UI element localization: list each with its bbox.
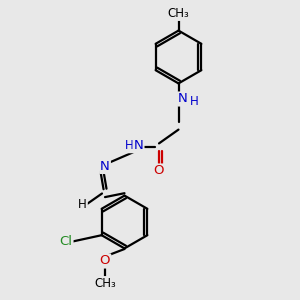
Text: Cl: Cl bbox=[59, 235, 73, 248]
Text: H: H bbox=[78, 197, 87, 211]
Text: O: O bbox=[154, 164, 164, 178]
Text: N: N bbox=[100, 160, 110, 173]
Text: CH₃: CH₃ bbox=[168, 7, 189, 20]
Text: H: H bbox=[124, 139, 134, 152]
Text: H: H bbox=[190, 95, 199, 108]
Text: N: N bbox=[178, 92, 188, 106]
Text: O: O bbox=[100, 254, 110, 268]
Text: N: N bbox=[134, 139, 143, 152]
Text: CH₃: CH₃ bbox=[94, 277, 116, 290]
